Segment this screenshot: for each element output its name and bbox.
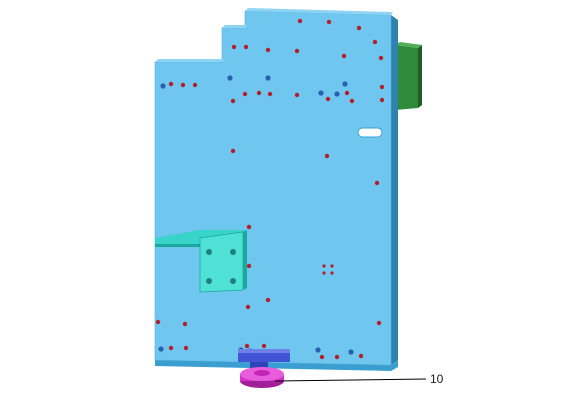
blue-hole: [160, 83, 166, 89]
blue-hole: [265, 75, 271, 81]
red-hole: [246, 224, 252, 230]
red-hole: [256, 90, 262, 96]
green-circuit-board: [395, 42, 422, 110]
angle-bracket: [155, 230, 247, 293]
red-hole: [261, 343, 267, 349]
red-hole: [155, 319, 161, 325]
blue-hole: [227, 75, 233, 81]
red-hole: [379, 84, 385, 90]
red-hole: [265, 47, 271, 53]
red-hole: [330, 271, 334, 275]
red-hole: [322, 264, 326, 268]
red-hole: [230, 148, 236, 154]
bracket-vertical-face: [199, 231, 244, 293]
blue-hole: [334, 91, 340, 97]
red-hole: [242, 91, 248, 97]
red-hole: [246, 263, 252, 269]
red-hole: [244, 343, 250, 349]
plate-face: [154, 10, 392, 366]
callout-label: 10: [430, 372, 444, 386]
leader-line: [274, 378, 427, 382]
blue-hole: [315, 347, 321, 353]
red-hole: [243, 44, 249, 50]
blue-hole: [348, 349, 354, 355]
red-hole: [322, 271, 326, 275]
red-hole: [358, 353, 364, 359]
red-hole: [330, 264, 334, 268]
red-hole-markers: [155, 18, 385, 360]
red-hole: [245, 304, 251, 310]
red-hole: [378, 55, 384, 61]
red-hole: [267, 91, 273, 97]
blue-hole: [318, 90, 324, 96]
red-hole: [356, 25, 362, 31]
red-hole: [183, 345, 189, 351]
foot-assembly: [238, 349, 290, 388]
foot-block: [238, 352, 290, 362]
red-hole: [324, 153, 330, 159]
red-hole: [372, 39, 378, 45]
red-hole: [230, 98, 236, 104]
red-hole: [376, 320, 382, 326]
red-hole: [168, 345, 174, 351]
red-hole: [349, 98, 355, 104]
red-hole: [325, 96, 331, 102]
red-hole: [294, 92, 300, 98]
red-hole: [334, 354, 340, 360]
red-hole: [294, 48, 300, 54]
red-hole: [180, 82, 186, 88]
red-hole: [182, 321, 188, 327]
red-hole: [326, 19, 332, 25]
red-hole: [231, 44, 237, 50]
callout-10: 10: [274, 372, 444, 386]
red-hole: [319, 354, 325, 360]
red-hole: [297, 18, 303, 24]
mounting-plate: [154, 8, 398, 371]
blue-hole: [158, 346, 164, 352]
red-hole: [265, 297, 271, 303]
red-hole: [192, 82, 198, 88]
red-hole: [168, 81, 174, 87]
blue-hole: [342, 81, 348, 87]
slot-cutout: [357, 127, 383, 138]
red-hole: [379, 97, 385, 103]
red-hole: [374, 180, 380, 186]
red-hole: [341, 53, 347, 59]
red-hole: [344, 90, 350, 96]
